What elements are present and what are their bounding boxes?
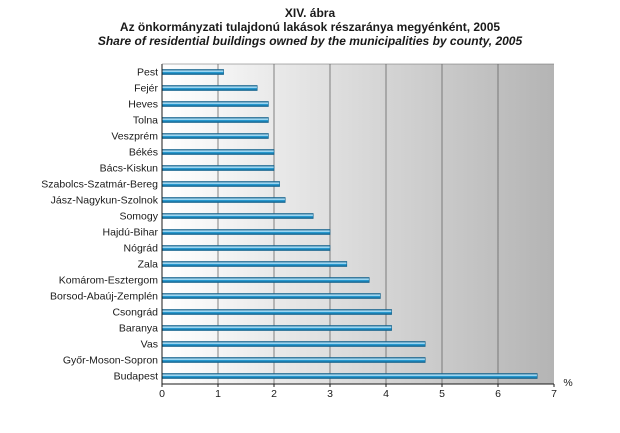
chart-title-number: XIV. ábra xyxy=(284,6,336,20)
category-label-7: Szabolcs-Szatmár-Bereg xyxy=(41,179,158,191)
category-label-12: Zala xyxy=(138,259,159,271)
category-label-11: Nógrád xyxy=(124,243,159,255)
category-label-6: Bács-Kiskun xyxy=(100,163,159,175)
x-tick-label-2: 2 xyxy=(271,388,277,400)
category-label-4: Veszprém xyxy=(111,131,158,143)
category-label-10: Hajdú-Bihar xyxy=(103,227,159,239)
bar-7 xyxy=(161,181,280,187)
category-label-8: Jász-Nagykun-Szolnok xyxy=(51,195,159,207)
bar-11 xyxy=(161,245,331,251)
bar-0 xyxy=(161,69,224,75)
x-tick-label-4: 4 xyxy=(383,388,389,400)
bar-18 xyxy=(161,357,426,363)
category-label-9: Somogy xyxy=(119,211,158,223)
category-label-16: Baranya xyxy=(119,323,158,335)
bar-4 xyxy=(161,133,269,139)
x-tick-label-1: 1 xyxy=(215,388,221,400)
category-label-15: Csongrád xyxy=(112,307,158,319)
category-label-17: Vas xyxy=(141,339,158,351)
category-label-13: Komárom-Esztergom xyxy=(59,275,158,287)
category-label-1: Fejér xyxy=(134,83,158,95)
x-tick-label-5: 5 xyxy=(439,388,445,400)
category-label-19: Budapest xyxy=(114,371,158,383)
chart-title-hungarian: Az önkormányzati tulajdonú lakások résza… xyxy=(119,20,501,34)
bar-16 xyxy=(161,325,392,331)
unit-label: % xyxy=(563,377,572,389)
bar-13 xyxy=(161,277,370,283)
category-label-2: Heves xyxy=(128,99,158,111)
category-label-18: Győr-Moson-Sopron xyxy=(63,355,158,367)
bar-8 xyxy=(161,197,286,203)
chart-title-english: Share of residential buildings owned by … xyxy=(97,34,523,48)
bar-15 xyxy=(161,309,392,315)
category-labels: Pest Fejér Heves Tolna Veszprém Békés Bács-Kis… xyxy=(41,67,158,383)
x-tick-label-7: 7 xyxy=(551,388,557,400)
bar-17 xyxy=(161,341,426,347)
bar-3 xyxy=(161,117,269,123)
bar-5 xyxy=(161,149,275,155)
bar-9 xyxy=(161,213,314,219)
plot-area xyxy=(162,64,554,384)
chart-title-block: XIV. ábra Az önkormányzati tulajdonú lak… xyxy=(0,6,620,48)
bar-12 xyxy=(161,261,348,267)
axes xyxy=(161,63,554,385)
bars xyxy=(161,69,538,379)
category-label-0: Pest xyxy=(137,67,158,79)
bar-19 xyxy=(161,373,538,379)
x-tick-label-6: 6 xyxy=(495,388,501,400)
bar-1 xyxy=(161,85,258,91)
bar-2 xyxy=(161,101,269,107)
bar-10 xyxy=(161,229,331,235)
tick-labels: 0 1 2 3 4 5 6 7 xyxy=(159,384,557,400)
category-label-3: Tolna xyxy=(133,115,158,127)
bar-14 xyxy=(161,293,381,299)
bar-6 xyxy=(161,165,275,171)
x-tick-label-3: 3 xyxy=(327,388,333,400)
category-label-5: Békés xyxy=(129,147,158,159)
category-label-14: Borsod-Abaúj-Zemplén xyxy=(50,291,158,303)
x-tick-label-0: 0 xyxy=(159,388,165,400)
